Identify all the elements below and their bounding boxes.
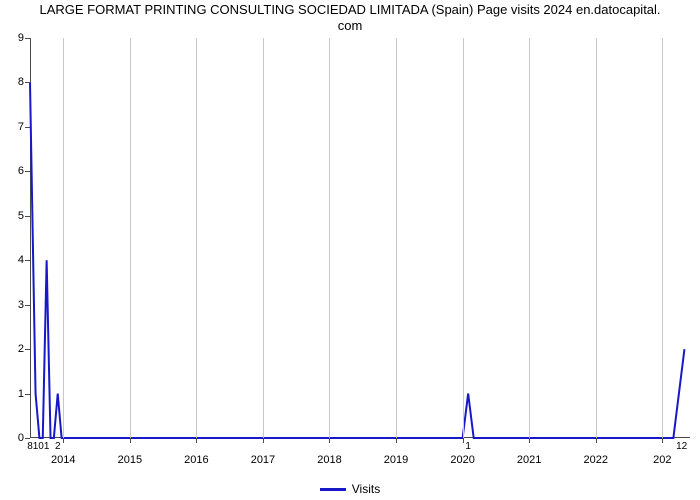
- x-tick-label: 2019: [384, 454, 408, 466]
- y-tick-mark: [25, 349, 30, 350]
- x-tick-label: 2021: [517, 454, 541, 466]
- y-tick-mark: [25, 394, 30, 395]
- x-tick-label: 2018: [317, 454, 341, 466]
- y-tick-mark: [25, 216, 30, 217]
- x-minor-label: 2: [682, 441, 688, 452]
- gridline-vertical: [529, 38, 530, 438]
- legend: Visits: [0, 482, 700, 496]
- x-tick-mark: [263, 438, 264, 443]
- y-tick-mark: [25, 82, 30, 83]
- chart-title: LARGE FORMAT PRINTING CONSULTING SOCIEDA…: [0, 2, 700, 35]
- y-tick-mark: [25, 127, 30, 128]
- y-tick-label: 3: [18, 299, 24, 311]
- x-minor-label: 2: [55, 441, 61, 452]
- y-tick-mark: [25, 38, 30, 39]
- x-tick-label: 202: [653, 454, 671, 466]
- x-tick-label: 2014: [51, 454, 75, 466]
- gridline-vertical: [662, 38, 663, 438]
- x-tick-label: 2020: [450, 454, 474, 466]
- x-tick-label: 2016: [184, 454, 208, 466]
- x-tick-label: 2017: [251, 454, 275, 466]
- gridline-vertical: [329, 38, 330, 438]
- x-tick-label: 2022: [583, 454, 607, 466]
- y-tick-mark: [25, 305, 30, 306]
- plot-area: 0123456789201420152016201720182019202020…: [30, 38, 690, 438]
- y-tick-label: 5: [18, 210, 24, 222]
- x-minor-label: 1: [465, 441, 471, 452]
- gridline-vertical: [196, 38, 197, 438]
- legend-swatch: [320, 488, 346, 491]
- x-tick-mark: [329, 438, 330, 443]
- gridline-vertical: [396, 38, 397, 438]
- chart-root: LARGE FORMAT PRINTING CONSULTING SOCIEDA…: [0, 0, 700, 500]
- x-tick-mark: [596, 438, 597, 443]
- y-tick-mark: [25, 260, 30, 261]
- x-tick-mark: [463, 438, 464, 443]
- visits-line: [30, 82, 684, 438]
- y-tick-label: 9: [18, 32, 24, 44]
- x-tick-mark: [63, 438, 64, 443]
- x-tick-mark: [396, 438, 397, 443]
- y-tick-label: 7: [18, 121, 24, 133]
- gridline-vertical: [130, 38, 131, 438]
- gridline-vertical: [63, 38, 64, 438]
- x-tick-mark: [130, 438, 131, 443]
- y-tick-label: 1: [18, 388, 24, 400]
- y-tick-mark: [25, 438, 30, 439]
- gridline-vertical: [263, 38, 264, 438]
- y-tick-label: 6: [18, 165, 24, 177]
- x-tick-mark: [529, 438, 530, 443]
- legend-label: Visits: [352, 482, 380, 496]
- y-tick-label: 8: [18, 76, 24, 88]
- gridline-vertical: [596, 38, 597, 438]
- gridline-vertical: [463, 38, 464, 438]
- chart-title-line1: LARGE FORMAT PRINTING CONSULTING SOCIEDA…: [39, 2, 660, 17]
- x-tick-label: 2015: [118, 454, 142, 466]
- chart-title-line2: com: [338, 18, 363, 33]
- y-tick-label: 4: [18, 254, 24, 266]
- x-tick-mark: [662, 438, 663, 443]
- y-tick-label: 2: [18, 343, 24, 355]
- y-tick-mark: [25, 171, 30, 172]
- x-tick-mark: [196, 438, 197, 443]
- x-minor-label: 1: [44, 441, 50, 452]
- y-tick-label: 0: [18, 432, 24, 444]
